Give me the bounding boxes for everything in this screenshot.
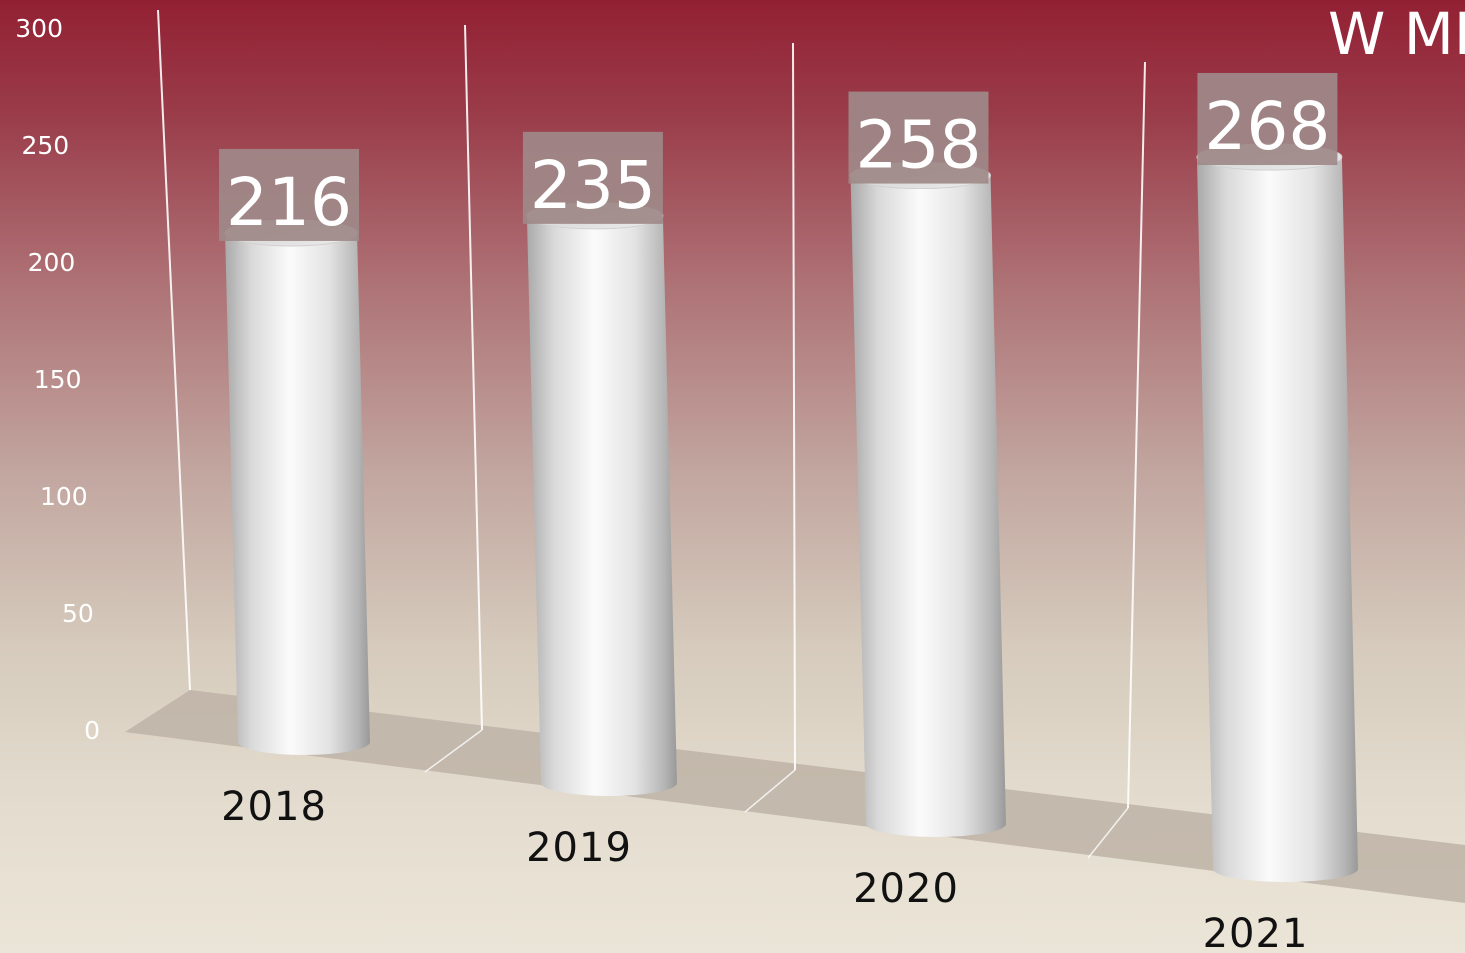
bar-2019: [526, 202, 677, 796]
x-tick-label: 2020: [853, 866, 959, 912]
grid-line: [157, 9, 191, 691]
bar-2018: [224, 219, 370, 755]
y-tick-label: 50: [62, 599, 94, 628]
bar-body: [526, 215, 677, 796]
x-axis-labels: 2018 2019 2020 2021: [221, 784, 1309, 953]
x-tick-label: 2018: [221, 784, 327, 830]
grid-lines: [157, 9, 1146, 859]
floor-divider: [1087, 807, 1129, 859]
x-tick-label: 2019: [526, 825, 632, 871]
data-label: 216: [226, 164, 352, 241]
x-tick-label: 2021: [1203, 911, 1309, 953]
bar-2021: [1196, 143, 1358, 883]
grid-line: [1127, 61, 1146, 809]
floor-divider: [424, 729, 483, 773]
grid-line: [792, 42, 796, 771]
y-axis-ticks: 0 50 100 150 200 250 300: [15, 14, 100, 745]
grid-line: [464, 24, 483, 731]
data-label-box: [1197, 73, 1338, 166]
bar-body: [1196, 157, 1358, 883]
data-label: 258: [856, 107, 982, 184]
bar-body: [225, 232, 370, 755]
chart-title: W ML: [1328, 0, 1465, 68]
data-labels: 216 235 258 268: [219, 73, 1338, 241]
data-label: 268: [1204, 88, 1330, 165]
bar-2020: [850, 162, 1006, 837]
y-tick-label: 0: [84, 716, 100, 745]
floor-divider: [744, 769, 796, 813]
bar-body: [850, 175, 1006, 837]
data-label-box: [219, 148, 360, 241]
bars: [224, 143, 1358, 883]
y-tick-label: 200: [28, 248, 76, 277]
y-tick-label: 300: [15, 14, 63, 43]
y-tick-label: 100: [40, 482, 88, 511]
data-label-box: [848, 91, 989, 184]
chart-floor: [125, 690, 1465, 903]
y-tick-label: 250: [21, 131, 69, 160]
data-label-box: [522, 131, 663, 224]
data-label: 235: [530, 147, 656, 224]
y-tick-label: 150: [34, 365, 82, 394]
